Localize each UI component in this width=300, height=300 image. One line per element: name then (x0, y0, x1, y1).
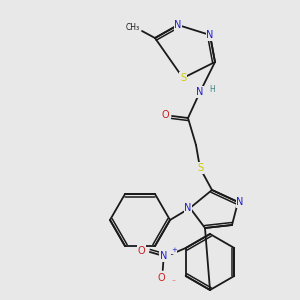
Text: S: S (197, 163, 203, 173)
Text: O: O (138, 246, 146, 256)
Text: S: S (180, 73, 186, 83)
Text: ⁻: ⁻ (172, 278, 176, 286)
Text: N: N (236, 197, 244, 207)
Text: O: O (161, 110, 169, 120)
Text: +: + (171, 247, 177, 253)
Text: O: O (158, 273, 166, 283)
Text: N: N (160, 251, 167, 261)
Text: N: N (184, 203, 192, 213)
Text: N: N (174, 20, 182, 30)
Text: N: N (206, 30, 214, 40)
Text: CH₃: CH₃ (126, 23, 140, 32)
Text: H: H (209, 85, 215, 94)
Text: N: N (196, 87, 204, 97)
